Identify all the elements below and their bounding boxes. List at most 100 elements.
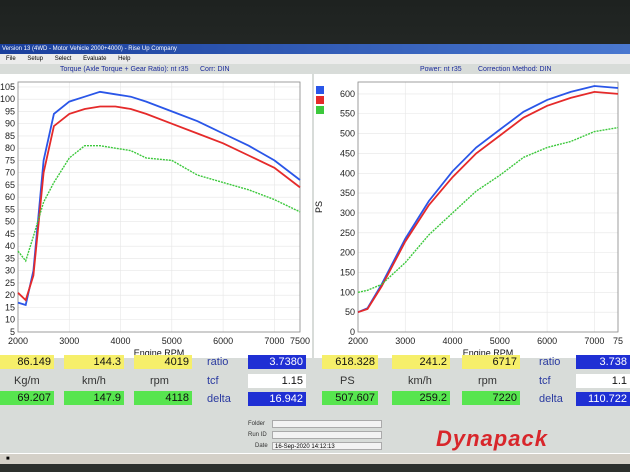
x-axis-label: Engine RPM xyxy=(463,348,514,358)
y-tick-label: 150 xyxy=(340,267,355,277)
x-tick-label: 7000 xyxy=(584,336,604,346)
series-line-2 xyxy=(357,126,619,293)
torque-unit-label: Kg/m xyxy=(14,375,40,387)
y-tick-label: 40 xyxy=(5,241,15,251)
y-tick-label: 50 xyxy=(5,217,15,227)
right-delta-label: delta xyxy=(539,393,563,405)
start-button[interactable]: ■ xyxy=(6,456,10,462)
run-id-field[interactable] xyxy=(272,431,382,439)
menu-bar: File Setup Select Evaluate Help xyxy=(0,54,630,64)
tcf-value: 1.15 xyxy=(248,374,306,388)
y-tick-label: 75 xyxy=(5,155,15,165)
speed-unit-label: km/h xyxy=(82,375,106,387)
plot-frame xyxy=(17,81,301,333)
y-tick-label: 80 xyxy=(5,143,15,153)
dynapack-logo: Dynapack xyxy=(436,426,548,451)
delta-label: delta xyxy=(207,393,231,405)
x-tick-label: 6000 xyxy=(537,336,557,346)
tcf-label: tcf xyxy=(207,375,219,387)
y-tick-label: 70 xyxy=(5,168,15,178)
power-correction-label: Correction Method: DIN xyxy=(478,66,552,73)
y-tick-label: 65 xyxy=(5,180,15,190)
y-tick-label: 0 xyxy=(350,327,355,337)
speed-value-run2: 147.9 xyxy=(64,391,124,405)
x-tick-label: 5000 xyxy=(490,336,510,346)
y-tick-label: 250 xyxy=(340,228,355,238)
right-ratio-label: ratio xyxy=(539,356,561,368)
y-tick-label: 300 xyxy=(340,208,355,218)
speed-value-run1: 144.3 xyxy=(64,355,124,369)
x-tick-label: 4000 xyxy=(111,336,131,346)
y-tick-label: 30 xyxy=(5,266,15,276)
delta-value: 16.942 xyxy=(248,392,306,406)
x-tick-label: 6000 xyxy=(213,336,233,346)
x-tick-label: 3000 xyxy=(59,336,79,346)
menu-setup[interactable]: Setup xyxy=(27,56,44,62)
y-tick-label: 60 xyxy=(5,192,15,202)
legend-swatch[interactable] xyxy=(316,86,324,94)
right-tcf-value: 1.1 xyxy=(576,374,630,388)
power-chart: 0 50 100 150 200 250 300 350 400 450 500 550 600 2000… xyxy=(314,81,623,358)
right-delta-value: 110.722 xyxy=(576,392,630,406)
right-tcf-label: tcf xyxy=(539,375,551,387)
power-unit-label: PS xyxy=(340,375,355,387)
x-axis-label: Engine RPM xyxy=(134,348,185,358)
y-tick-label: 15 xyxy=(5,302,15,312)
legend-swatch[interactable] xyxy=(316,96,324,104)
y-tick-label: 20 xyxy=(5,290,15,300)
date-label: Date xyxy=(255,443,268,449)
power-value-run2: 507.607 xyxy=(322,391,378,405)
y-tick-label: 90 xyxy=(5,119,15,129)
y-tick-label: 25 xyxy=(5,278,15,288)
folder-label: Folder xyxy=(248,421,266,427)
y-tick-label: 350 xyxy=(340,188,355,198)
dyno-application-window: Version 13 (4WD - Motor Vehicle 2000+400… xyxy=(0,44,630,464)
folder-field[interactable] xyxy=(272,420,382,428)
x-tick-label: 5000 xyxy=(162,336,182,346)
right-speed-value-run1: 241.2 xyxy=(392,355,450,369)
plot-frame xyxy=(357,81,619,333)
x-tick-label: 3000 xyxy=(395,336,415,346)
date-field[interactable]: 16-Sep-2020 14:12:13 xyxy=(272,442,382,450)
menu-select[interactable]: Select xyxy=(54,56,72,62)
torque-chart-header: Torque (Axle Torque + Gear Ratio): nt r3… xyxy=(60,66,189,73)
power-value-run1: 618.328 xyxy=(322,355,378,369)
x-tick-label: 2000 xyxy=(8,336,28,346)
y-tick-label: 200 xyxy=(340,248,355,258)
x-tick-label: 7500 xyxy=(290,336,310,346)
ratio-value: 3.7380 xyxy=(248,355,306,369)
series-line-1 xyxy=(17,105,301,302)
y-tick-label: 500 xyxy=(340,129,355,139)
power-chart-header: Power: nt r35 xyxy=(420,66,462,73)
right-rpm-value-run2: 7220 xyxy=(462,391,520,405)
torque-chart-panel: 5 10 15 20 25 30 35 40 45 50 55 60 65 70 75 80 85 90 95 100… xyxy=(0,74,312,358)
x-tick-label: 4000 xyxy=(443,336,463,346)
torque-value-run1: 86.149 xyxy=(0,355,54,369)
right-speed-unit-label: km/h xyxy=(408,375,432,387)
series-line-0 xyxy=(357,85,619,314)
series-line-1 xyxy=(357,90,619,314)
menu-evaluate[interactable]: Evaluate xyxy=(83,56,107,62)
y-tick-label: 85 xyxy=(5,131,15,141)
y-tick-label: 100 xyxy=(0,94,15,104)
run-id-label: Run ID xyxy=(248,432,267,438)
rpm-unit-label: rpm xyxy=(150,375,169,387)
torque-chart: 5 10 15 20 25 30 35 40 45 50 55 60 65 70 75 80 85 90 95 100… xyxy=(0,81,310,358)
ratio-label: ratio xyxy=(207,356,229,368)
torque-value-run2: 69.207 xyxy=(0,391,54,405)
y-tick-label: 100 xyxy=(340,287,355,297)
y-tick-label: 550 xyxy=(340,109,355,119)
x-tick-label: 7000 xyxy=(264,336,284,346)
y-axis-label: PS xyxy=(314,201,324,213)
right-rpm-unit-label: rpm xyxy=(478,375,497,387)
menu-help[interactable]: Help xyxy=(118,56,131,62)
legend-swatch[interactable] xyxy=(316,106,324,114)
y-tick-label: 55 xyxy=(5,204,15,214)
menu-file[interactable]: File xyxy=(6,56,16,62)
y-tick-label: 35 xyxy=(5,253,15,263)
y-tick-label: 105 xyxy=(0,82,15,92)
rpm-value-run1: 4019 xyxy=(134,355,192,369)
y-tick-label: 600 xyxy=(340,89,355,99)
x-tick-label: 75 xyxy=(613,336,623,346)
y-tick-label: 5 xyxy=(10,327,15,337)
